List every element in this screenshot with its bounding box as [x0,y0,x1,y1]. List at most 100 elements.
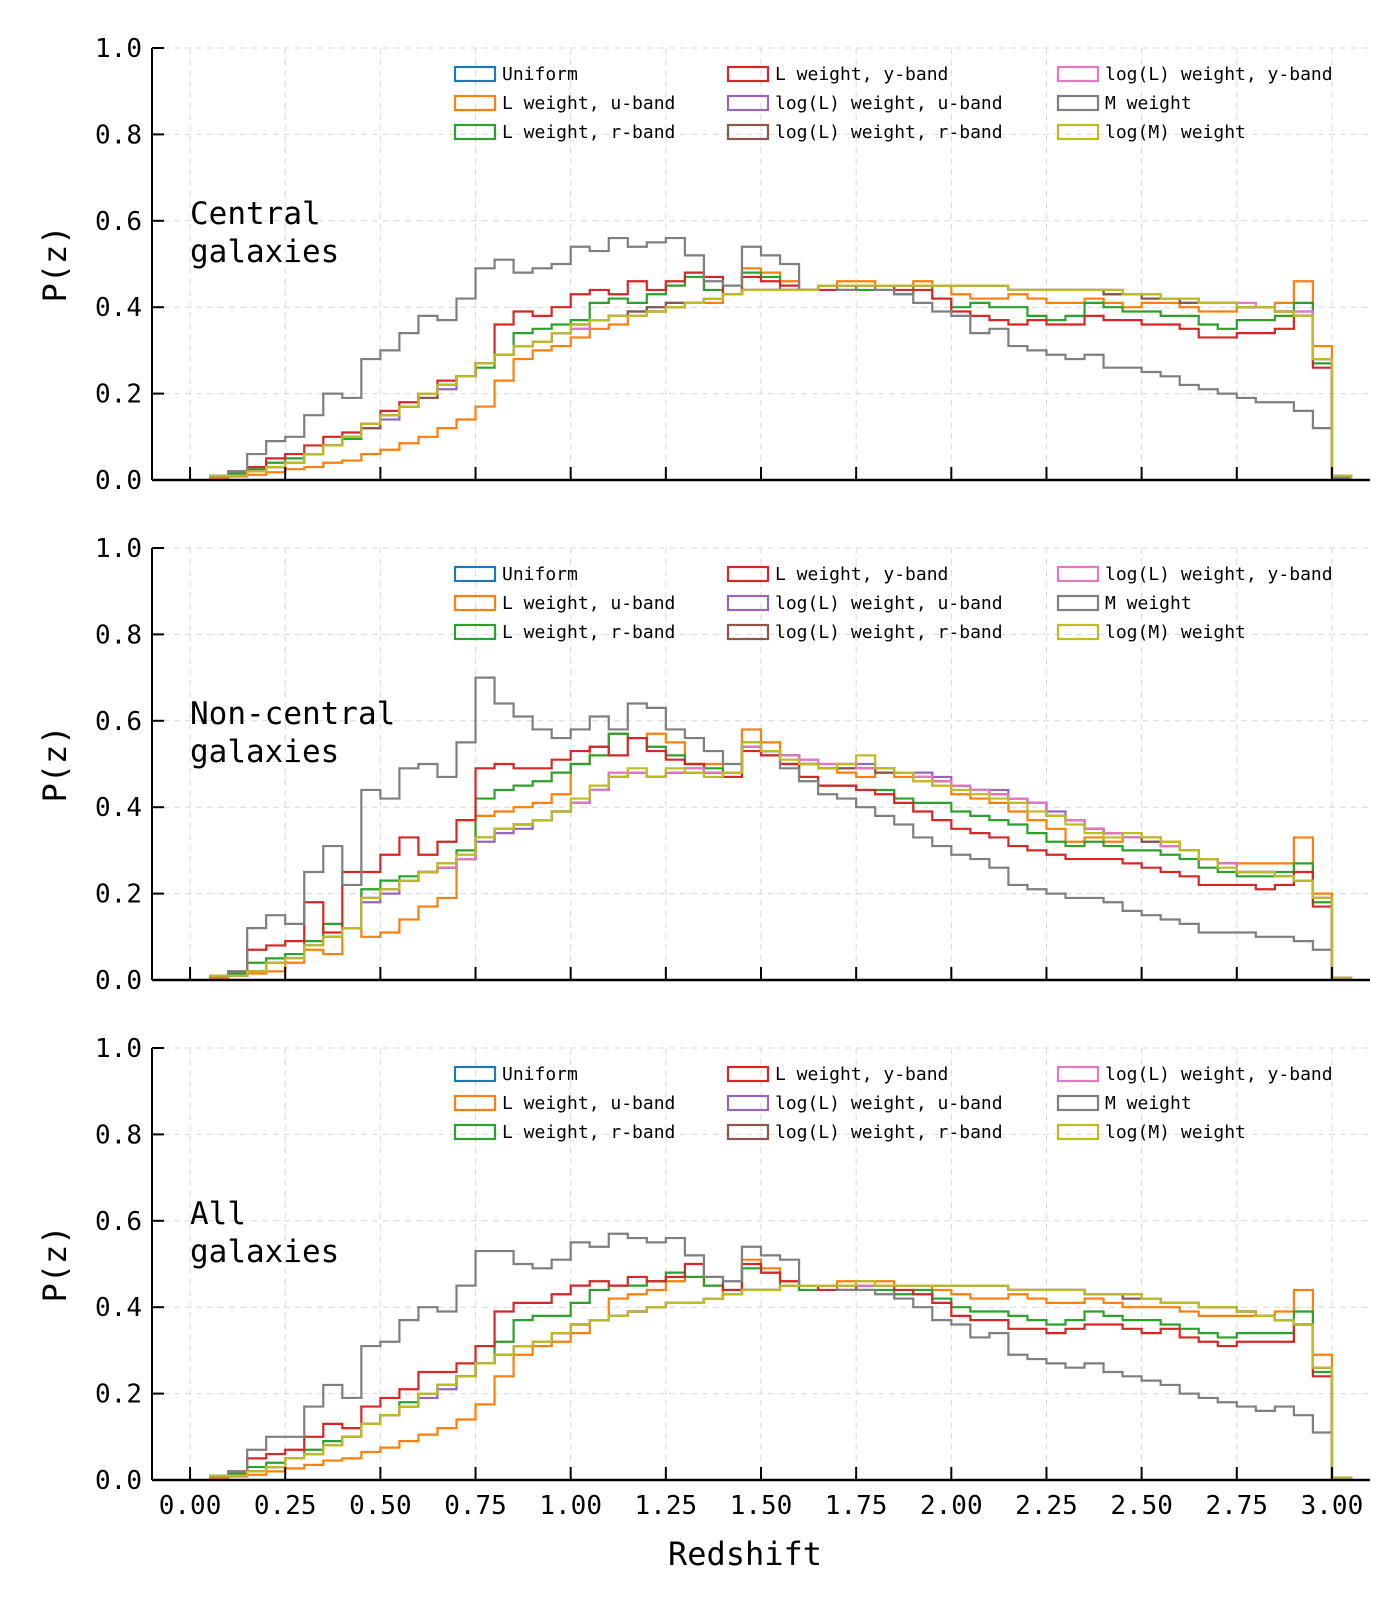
series-line-l-weight-y-band [209,736,1353,980]
legend-item: L weight, r-band [453,1122,675,1143]
legend-swatch [453,594,497,612]
x-tick-label: 0.25 [254,1491,317,1521]
legend-swatch [1056,94,1100,112]
legend-swatch [453,1065,497,1083]
legend-swatch [453,94,497,112]
legend-item: L weight, y-band [726,64,948,85]
legend-item: L weight, u-band [453,93,675,114]
legend-item: Uniform [453,564,578,585]
legend-item: log(L) weight, u-band [726,1093,1003,1114]
legend-label: L weight, u-band [502,593,675,614]
y-tick-label: 1.0 [95,534,142,564]
legend-label: log(L) weight, y-band [1105,1064,1333,1085]
legend-swatch [453,1123,497,1141]
legend-item: Uniform [453,64,578,85]
legend-item: M weight [1056,593,1192,614]
legend-label: L weight, r-band [502,122,675,143]
legend-item: log(L) weight, u-band [726,93,1003,114]
legend-item: log(L) weight, y-band [1056,564,1333,585]
legend-swatch [453,123,497,141]
legend-swatch [1056,594,1100,612]
x-tick-label: 2.75 [1205,1491,1268,1521]
y-axis-title: P(z) [36,225,74,302]
legend-label: log(M) weight [1105,622,1246,643]
y-tick-label: 0.8 [95,120,142,150]
grid-lines [152,547,1370,981]
y-tick-label: 0.2 [95,880,142,910]
legend-swatch [1056,65,1100,83]
y-axis-title: P(z) [36,1225,74,1302]
x-tick-label: 0.75 [444,1491,507,1521]
x-tick-label: 2.00 [920,1491,983,1521]
legend-item: M weight [1056,1093,1192,1114]
legend-label: L weight, r-band [502,1122,675,1143]
series-line-log-m-weight [209,741,1353,980]
legend-label: L weight, u-band [502,93,675,114]
legend-label: log(L) weight, y-band [1105,564,1333,585]
series-group [209,1232,1353,1480]
legend-item: Uniform [453,1064,578,1085]
x-tick-label: 3.00 [1301,1491,1364,1521]
y-tick-label: 0.8 [95,1120,142,1150]
legend-label: log(L) weight, u-band [775,1093,1003,1114]
panel-2: 0.0 0.2 0.4 0.6 0.8 1.0 P(z) Non-central galaxie… [36,534,1370,996]
legend-item: log(L) weight, r-band [726,622,1003,643]
y-tick-label: 0.0 [95,966,142,996]
y-tick-label: 0.0 [95,466,142,496]
legend-swatch [726,1123,770,1141]
legend-swatch [726,123,770,141]
legend-label: log(L) weight, r-band [775,1122,1003,1143]
legend-label: log(M) weight [1105,1122,1246,1143]
legend-label: L weight, y-band [775,64,948,85]
legend-label: Uniform [502,64,578,85]
y-tick-label: 0.2 [95,380,142,410]
y-tick-label: 0.8 [95,620,142,650]
legend-label: L weight, y-band [775,564,948,585]
legend-item: L weight, u-band [453,1093,675,1114]
y-tick-label: 0.0 [95,1466,142,1496]
legend-swatch [1056,1094,1100,1112]
legend-item: log(L) weight, r-band [726,1122,1003,1143]
legend-item: M weight [1056,93,1192,114]
legend-item: L weight, r-band [453,622,675,643]
legend-item: L weight, y-band [726,564,948,585]
legend-label: log(M) weight [1105,122,1246,143]
x-axis-title: Redshift [668,1535,822,1573]
series-line-log-m-weight [209,284,1353,480]
legend-swatch [453,623,497,641]
series-line-m-weight [209,1232,1353,1480]
legend-label: L weight, r-band [502,622,675,643]
legend-swatch [726,94,770,112]
legend: Uniform L weight, u-band L weight, r-band L… [453,1064,1333,1143]
x-tick-label: 1.50 [730,1491,793,1521]
y-tick-label: 0.6 [95,207,142,237]
series-line-l-weight-y-band [209,1262,1353,1480]
legend-item: L weight, u-band [453,593,675,614]
legend-swatch [1056,1065,1100,1083]
panel-3: 0.0 0.2 0.4 0.6 0.8 1.0 0.00 0.25 0.50 0.75 1.00 1.… [36,1034,1370,1521]
y-tick-label: 1.0 [95,34,142,64]
legend-label: M weight [1105,593,1192,614]
legend-swatch [726,1094,770,1112]
y-tick-label: 0.4 [95,1293,142,1323]
legend-item: log(L) weight, u-band [726,593,1003,614]
legend-swatch [1056,565,1100,583]
x-tick-label: 0.00 [159,1491,222,1521]
series-group [209,236,1353,480]
x-tick-label: 2.25 [1015,1491,1078,1521]
legend-item: log(L) weight, y-band [1056,1064,1333,1085]
y-tick-label: 0.6 [95,707,142,737]
legend-label: Uniform [502,564,578,585]
legend-item: L weight, y-band [726,1064,948,1085]
legend-label: M weight [1105,1093,1192,1114]
legend-swatch [453,1094,497,1112]
legend-label: log(L) weight, u-band [775,593,1003,614]
legend-label: L weight, u-band [502,1093,675,1114]
x-tick-label: 0.50 [349,1491,412,1521]
legend-swatch [1056,623,1100,641]
legend-swatch [726,65,770,83]
legend-label: log(L) weight, r-band [775,622,1003,643]
legend-item: log(L) weight, r-band [726,122,1003,143]
x-tick-label: 2.50 [1110,1491,1173,1521]
